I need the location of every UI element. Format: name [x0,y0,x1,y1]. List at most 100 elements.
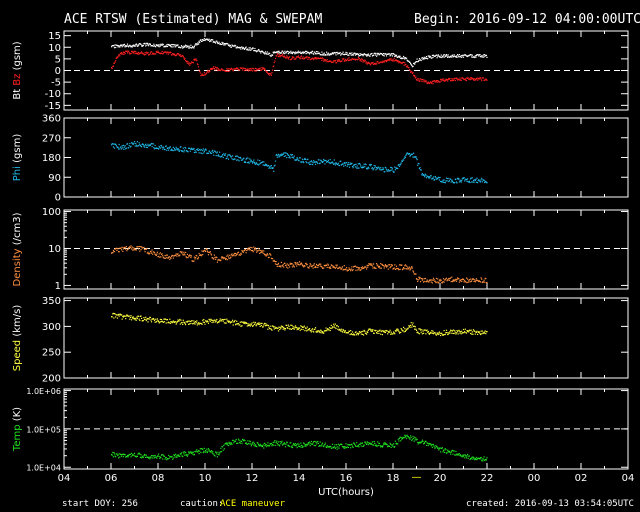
data-point [333,159,335,161]
data-point [347,446,349,448]
data-point [277,330,280,332]
data-point [320,160,322,162]
data-point [367,55,369,57]
data-point [137,453,139,455]
data-point [300,444,302,446]
data-point [432,56,434,58]
data-point [370,329,372,331]
data-point [449,331,451,333]
data-point [142,456,144,459]
data-point [170,44,173,46]
data-point [427,81,429,83]
data-point [279,328,281,331]
data-point [366,443,368,445]
data-point [277,153,280,155]
data-point [215,320,217,322]
data-point [122,53,124,55]
data-point [443,449,445,451]
data-point [153,251,155,253]
data-point [357,167,359,169]
data-point [455,454,458,456]
data-point [468,455,470,457]
data-point [437,80,439,82]
data-point [323,158,325,161]
data-point [431,282,433,284]
data-point [165,322,167,324]
data-point [442,451,444,453]
data-point [128,46,130,48]
data-point [141,51,143,53]
data-point [423,174,425,176]
data-point [394,333,396,335]
data-point [182,147,184,149]
data-point [166,254,168,256]
data-point [435,334,438,336]
data-point [119,148,121,150]
data-point [445,449,447,451]
data-point [323,58,325,61]
data-point [246,49,248,51]
data-point [393,53,395,56]
data-point [468,279,470,281]
data-point [477,331,479,333]
data-point [188,47,190,49]
data-point [402,330,404,332]
data-point [423,332,425,334]
data-point [297,55,299,57]
data-point [430,443,432,445]
data-point [277,54,279,56]
data-point [414,328,416,330]
data-point [264,325,267,327]
data-point [217,155,219,157]
data-point [311,161,313,163]
data-point [316,53,318,55]
data-point [321,443,323,445]
data-point [118,251,120,253]
data-point [420,59,422,62]
data-point [416,278,418,280]
data-point [291,58,293,60]
data-point [175,321,177,323]
data-point [140,43,142,45]
data-point [446,452,448,454]
data-point [351,269,354,272]
data-point [199,448,201,450]
data-point [452,78,454,80]
data-point [357,332,359,334]
data-point [475,56,477,58]
data-point [251,443,253,445]
data-point [135,249,137,251]
data-point [255,50,257,52]
data-point [202,452,204,454]
data-point [395,265,398,267]
data-point [255,249,257,251]
data-point [317,162,319,165]
data-point [127,456,129,458]
data-point [254,323,256,325]
data-point [135,52,137,54]
data-point [426,82,428,85]
data-point [146,252,148,254]
data-point [191,451,193,453]
data-point [111,453,113,456]
data-point [434,80,436,82]
data-point [475,331,477,333]
data-point [246,68,248,70]
data-point [370,62,372,64]
data-point [310,59,312,61]
data-point [444,279,446,281]
data-point [178,150,180,152]
data-point [303,326,305,328]
data-point [421,439,423,441]
data-point [471,54,473,56]
data-point [379,329,381,331]
data-point [254,163,257,165]
data-point [293,266,295,268]
data-point [291,53,294,55]
data-point [401,437,403,440]
data-point [169,44,171,47]
data-point [239,324,241,326]
data-point [280,155,282,157]
data-point [403,331,405,333]
data-point [168,147,170,149]
